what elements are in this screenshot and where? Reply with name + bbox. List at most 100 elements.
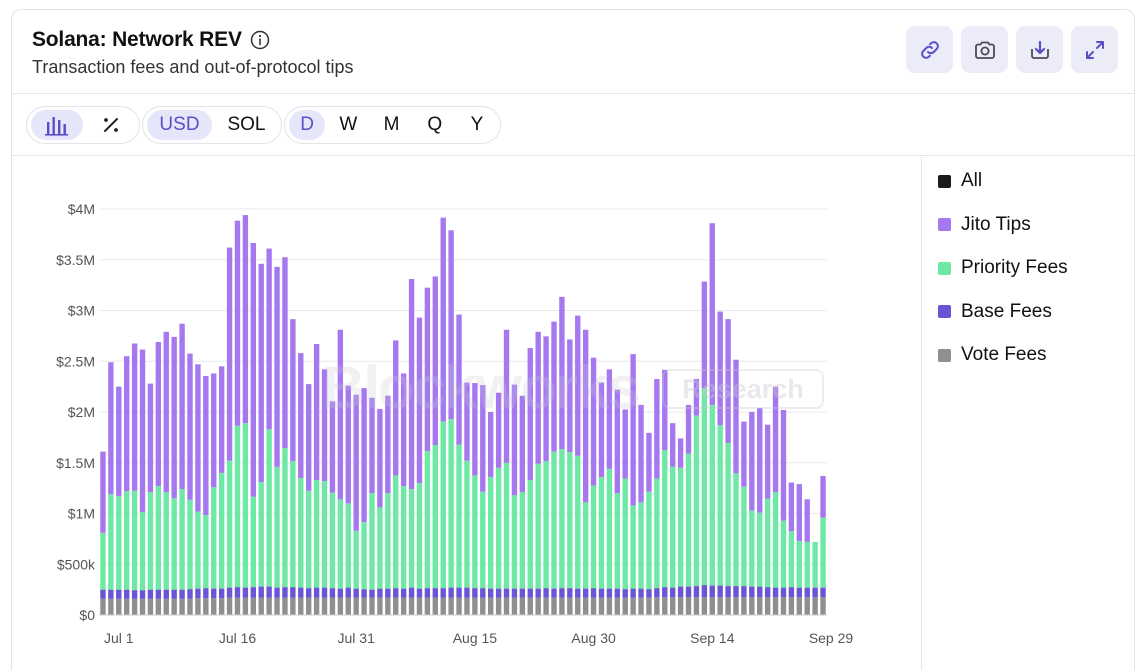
bar-segment-base-fees[interactable] [780,587,787,598]
bar-segment-jito-tips[interactable] [408,279,415,490]
bar-segment-base-fees[interactable] [741,586,747,598]
bar-segment-jito-tips[interactable] [282,257,288,449]
bar-segment-priority-fees[interactable] [218,472,225,589]
bar-segment-vote-fees[interactable] [622,597,628,615]
bar-segment-jito-tips[interactable] [646,432,652,492]
bar-segment-base-fees[interactable] [329,588,336,598]
bar-segment-priority-fees[interactable] [432,444,438,589]
bar-segment-base-fees[interactable] [772,587,779,598]
bar-segment-base-fees[interactable] [321,587,328,598]
bar-segment-vote-fees[interactable] [179,598,185,615]
bar-segment-base-fees[interactable] [733,586,739,598]
bar-segment-vote-fees[interactable] [290,597,296,615]
bar-segment-jito-tips[interactable] [757,407,763,513]
period-d[interactable]: D [289,110,326,140]
bar-segment-jito-tips[interactable] [187,353,193,500]
bar-segment-jito-tips[interactable] [203,375,209,516]
bar-segment-base-fees[interactable] [393,588,399,598]
bar-segment-vote-fees[interactable] [764,597,771,615]
bar-segment-base-fees[interactable] [266,586,272,598]
bar-segment-jito-tips[interactable] [749,412,755,511]
currency-sol[interactable]: SOL [227,114,266,135]
bar-segment-jito-tips[interactable] [242,215,249,424]
bar-segment-base-fees[interactable] [195,588,201,599]
bar-segment-base-fees[interactable] [559,588,565,598]
bar-segment-priority-fees[interactable] [163,492,169,590]
bar-segment-vote-fees[interactable] [163,598,169,615]
bar-segment-priority-fees[interactable] [187,499,193,590]
download-button[interactable] [1016,26,1063,73]
bar-segment-base-fees[interactable] [250,587,256,598]
bar-segment-jito-tips[interactable] [456,314,462,445]
bar-segment-base-fees[interactable] [290,587,296,598]
bar-segment-jito-tips[interactable] [195,364,201,512]
bar-segment-priority-fees[interactable] [725,442,731,587]
bar-segment-base-fees[interactable] [131,590,138,599]
bar-segment-jito-tips[interactable] [472,383,478,476]
bar-segment-priority-fees[interactable] [408,489,415,588]
period-y[interactable]: Y [470,114,484,135]
info-icon[interactable] [250,30,270,50]
bar-segment-vote-fees[interactable] [701,597,708,615]
bar-segment-vote-fees[interactable] [511,597,518,615]
bar-segment-jito-tips[interactable] [131,343,138,491]
bar-segment-vote-fees[interactable] [519,597,526,615]
bar-segment-base-fees[interactable] [488,588,494,598]
bar-segment-jito-tips[interactable] [804,499,810,542]
legend-item-all[interactable]: All [938,170,1068,192]
bar-segment-base-fees[interactable] [757,586,763,598]
bar-segment-vote-fees[interactable] [408,597,415,615]
legend-item-priority-fees[interactable]: Priority Fees [938,257,1068,279]
bar-segment-vote-fees[interactable] [606,597,613,615]
bar-segment-priority-fees[interactable] [100,532,106,590]
bar-segment-base-fees[interactable] [717,585,723,598]
bar-segment-jito-tips[interactable] [630,354,636,506]
bar-segment-base-fees[interactable] [638,588,644,598]
bar-segment-priority-fees[interactable] [598,476,605,589]
bar-segment-jito-tips[interactable] [480,385,486,492]
bar-segment-priority-fees[interactable] [519,492,526,589]
bar-segment-priority-fees[interactable] [124,491,130,590]
bar-segment-vote-fees[interactable] [400,597,407,615]
bar-segment-priority-fees[interactable] [733,473,739,587]
bar-segment-base-fees[interactable] [693,586,700,598]
bar-segment-priority-fees[interactable] [551,451,557,589]
bar-segment-base-fees[interactable] [147,589,154,599]
bar-segment-priority-fees[interactable] [234,425,241,588]
bar-segment-base-fees[interactable] [203,588,209,599]
bar-segment-jito-tips[interactable] [266,248,272,430]
bar-segment-priority-fees[interactable] [749,510,755,587]
bar-segment-jito-tips[interactable] [440,217,446,422]
bar-segment-jito-tips[interactable] [400,373,407,487]
bar-segment-base-fees[interactable] [788,587,795,598]
bar-segment-base-fees[interactable] [567,588,573,598]
bar-segment-base-fees[interactable] [535,588,541,598]
bar-segment-priority-fees[interactable] [416,483,423,589]
bar-segment-jito-tips[interactable] [590,357,597,486]
bar-segment-priority-fees[interactable] [282,448,288,588]
bar-segment-base-fees[interactable] [685,586,692,598]
bar-segment-jito-tips[interactable] [116,386,122,497]
bar-segment-vote-fees[interactable] [551,597,557,615]
bar-segment-jito-tips[interactable] [796,484,802,541]
bar-segment-priority-fees[interactable] [495,467,502,589]
bar-segment-priority-fees[interactable] [812,541,818,588]
bar-segment-jito-tips[interactable] [598,382,605,477]
bar-segment-jito-tips[interactable] [567,339,573,453]
bar-segment-jito-tips[interactable] [416,317,423,484]
bar-segment-vote-fees[interactable] [124,598,130,615]
bar-segment-base-fees[interactable] [124,589,130,599]
bar-segment-vote-fees[interactable] [598,597,605,615]
bar-segment-vote-fees[interactable] [582,597,589,615]
bar-segment-base-fees[interactable] [701,585,708,598]
bar-segment-priority-fees[interactable] [274,466,280,588]
bar-segment-base-fees[interactable] [313,587,320,598]
bar-segment-jito-tips[interactable] [329,401,336,493]
bar-segment-jito-tips[interactable] [432,276,438,445]
bar-segment-vote-fees[interactable] [646,597,652,615]
bar-segment-base-fees[interactable] [749,586,755,598]
bar-segment-base-fees[interactable] [242,587,249,598]
bar-segment-base-fees[interactable] [385,588,391,598]
bar-segment-vote-fees[interactable] [393,597,399,615]
bar-segment-priority-fees[interactable] [820,517,826,588]
